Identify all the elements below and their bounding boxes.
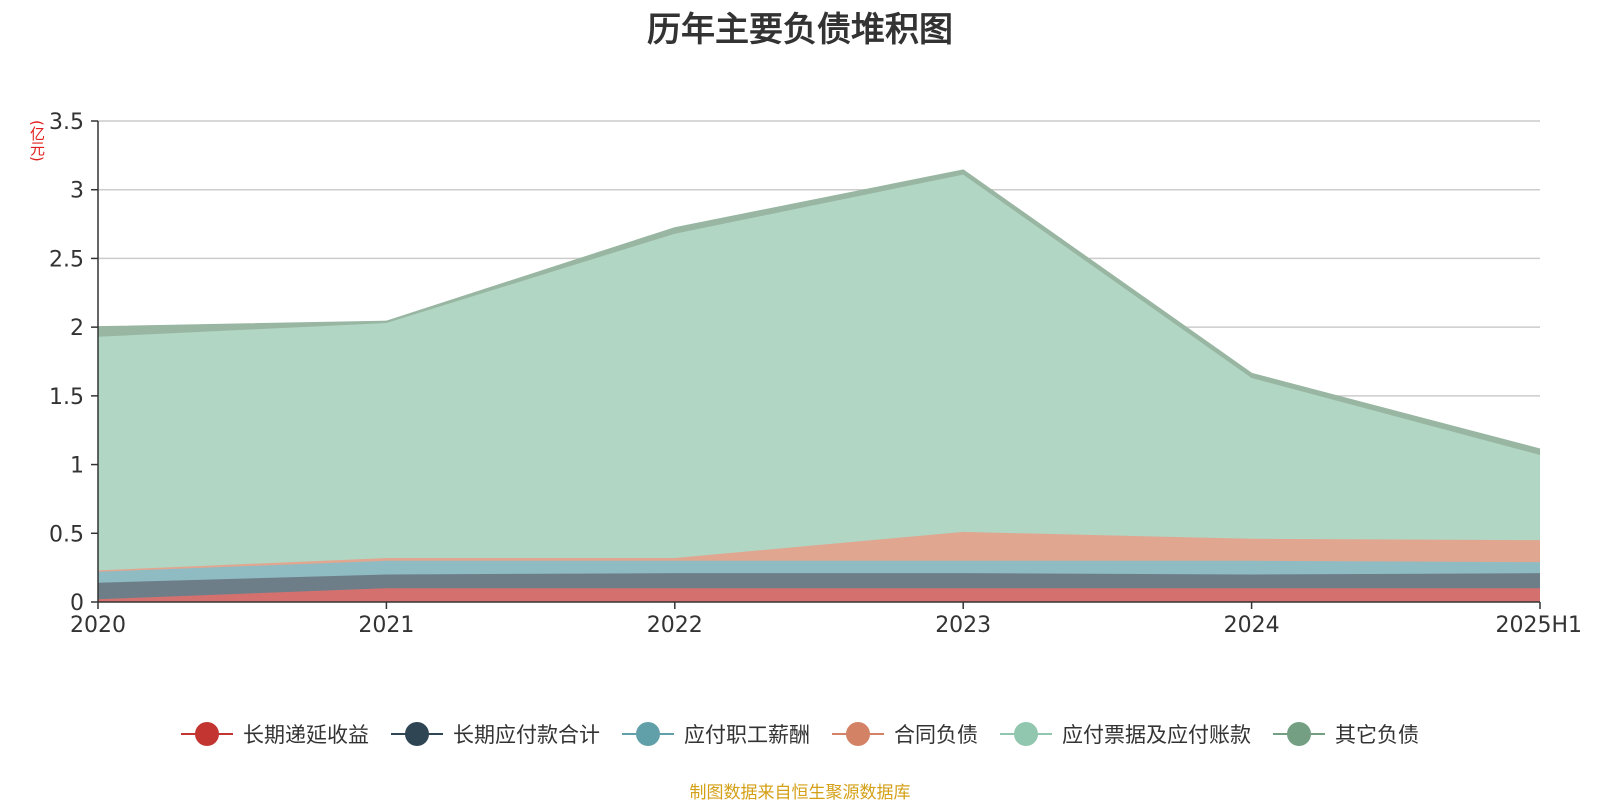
y-tick-label-3: 1.5	[49, 385, 84, 410]
area-0	[98, 588, 1540, 602]
y-tick-label-0: 0	[70, 591, 84, 616]
source-note: 制图数据来自恒生聚源数据库	[689, 783, 911, 803]
legend-item-4[interactable]: 应付票据及应付账款	[1000, 719, 1251, 749]
legend-marker	[1000, 722, 1052, 746]
y-tick-label-5: 2.5	[49, 247, 84, 272]
legend-label: 合同负债	[894, 723, 978, 747]
legend-item-3[interactable]: 合同负债	[832, 719, 978, 749]
legend-item-0[interactable]: 长期递延收益	[181, 719, 369, 749]
chart-title: 历年主要负债堆积图	[647, 10, 953, 50]
area-2	[98, 560, 1540, 583]
axes	[91, 120, 1541, 609]
x-tick-label-2: 2022	[647, 613, 703, 638]
area-1	[98, 573, 1540, 600]
legend-marker	[622, 722, 674, 746]
legend-label: 长期递延收益	[243, 723, 369, 747]
x-tick-label-4: 2024	[1224, 613, 1280, 638]
area-series	[97, 169, 1541, 602]
legend-marker	[832, 722, 884, 746]
y-tick-label-2: 1	[70, 454, 84, 479]
legend-label: 长期应付款合计	[453, 723, 600, 747]
y-tick-labels: 0 0.5 1 1.5 2 2.5 3 3.5	[49, 110, 84, 616]
area-4	[98, 174, 1540, 571]
legend-item-2[interactable]: 应付职工薪酬	[622, 719, 810, 749]
legend-label: 应付票据及应付账款	[1062, 723, 1251, 747]
legend-marker	[1273, 722, 1325, 746]
legend-label: 应付职工薪酬	[684, 723, 810, 747]
x-tick-label-5: 2025H1	[1495, 613, 1582, 638]
legend-marker	[391, 722, 443, 746]
x-tick-label-3: 2023	[935, 613, 991, 638]
y-tick-label-7: 3.5	[49, 110, 84, 135]
y-axis-unit: (亿元)	[28, 120, 46, 162]
y-tick-label-4: 2	[70, 316, 84, 341]
area-edge-5	[97, 169, 1541, 451]
legend-marker	[181, 722, 233, 746]
legend-label: 其它负债	[1335, 723, 1419, 747]
x-tick-label-0: 2020	[70, 613, 126, 638]
area-3	[98, 531, 1540, 572]
y-tick-label-6: 3	[70, 179, 84, 204]
legend: 长期递延收益 长期应付款合计 应付职工薪酬 合同负债 应付票据及应付账款 其它负债	[0, 716, 1600, 752]
x-tick-label-1: 2021	[358, 613, 414, 638]
x-tick-labels: 2020 2021 2022 2023 2024 2025H1	[70, 613, 1582, 638]
y-tick-label-1: 0.5	[49, 522, 84, 547]
legend-item-5[interactable]: 其它负债	[1273, 719, 1419, 749]
legend-item-1[interactable]: 长期应付款合计	[391, 719, 600, 749]
